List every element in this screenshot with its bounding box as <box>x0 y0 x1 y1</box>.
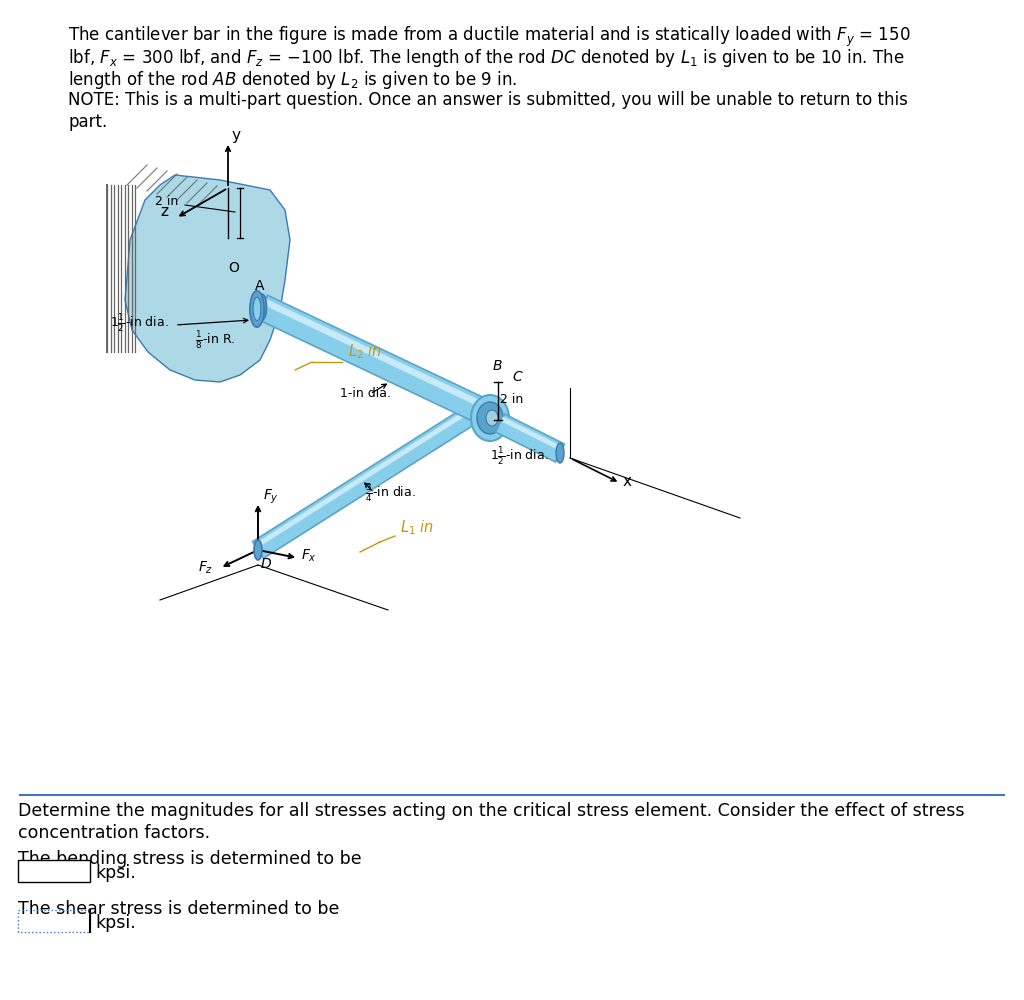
Text: NOTE: This is a multi-part question. Once an answer is submitted, you will be un: NOTE: This is a multi-part question. Onc… <box>68 91 908 109</box>
Text: kpsi.: kpsi. <box>95 864 136 882</box>
Text: $F_y$: $F_y$ <box>263 488 279 506</box>
Text: 1$\frac{1}{2}$-in dia.: 1$\frac{1}{2}$-in dia. <box>110 312 169 334</box>
Polygon shape <box>496 414 564 462</box>
Polygon shape <box>263 299 492 412</box>
Text: The bending stress is determined to be: The bending stress is determined to be <box>18 850 361 868</box>
Ellipse shape <box>471 395 509 441</box>
Polygon shape <box>256 295 494 426</box>
Ellipse shape <box>250 291 264 327</box>
Text: The cantilever bar in the figure is made from a ductile material and is statical: The cantilever bar in the figure is made… <box>68 25 910 49</box>
Text: concentration factors.: concentration factors. <box>18 824 210 842</box>
Text: $F_z$: $F_z$ <box>198 560 213 576</box>
Text: 2 in: 2 in <box>500 393 523 406</box>
Polygon shape <box>501 417 563 451</box>
Text: $L_2$ in: $L_2$ in <box>348 342 382 361</box>
Text: $F_x$: $F_x$ <box>301 548 316 564</box>
Text: D: D <box>261 557 271 571</box>
Polygon shape <box>253 400 487 558</box>
FancyBboxPatch shape <box>18 860 90 882</box>
Text: Determine the magnitudes for all stresses acting on the critical stress element.: Determine the magnitudes for all stresse… <box>18 802 965 820</box>
Text: y: y <box>231 128 240 143</box>
Text: The shear stress is determined to be: The shear stress is determined to be <box>18 900 339 918</box>
Text: lbf, $F_x$ = 300 lbf, and $F_z$ = $-$100 lbf. The length of the rod $DC$ denoted: lbf, $F_x$ = 300 lbf, and $F_z$ = $-$100… <box>68 47 904 69</box>
Ellipse shape <box>254 540 262 560</box>
Ellipse shape <box>253 297 261 321</box>
Text: C: C <box>512 370 522 384</box>
Ellipse shape <box>477 402 503 434</box>
Text: x: x <box>623 474 632 489</box>
Polygon shape <box>254 402 481 548</box>
Text: length of the rod $AB$ denoted by $L_2$ is given to be 9 in.: length of the rod $AB$ denoted by $L_2$ … <box>68 69 517 91</box>
Ellipse shape <box>257 294 266 320</box>
Text: $L_1$ in: $L_1$ in <box>400 518 434 537</box>
Text: A: A <box>255 279 264 293</box>
Ellipse shape <box>556 443 564 463</box>
Text: z: z <box>160 204 168 219</box>
Text: $\frac{1}{8}$-in R.: $\frac{1}{8}$-in R. <box>195 329 236 351</box>
Text: kpsi.: kpsi. <box>95 914 136 932</box>
Text: B: B <box>493 359 503 373</box>
Text: 1-in dia.: 1-in dia. <box>340 387 391 400</box>
Text: 2 in: 2 in <box>155 195 178 208</box>
Polygon shape <box>125 175 290 382</box>
Text: $\frac{3}{4}$-in dia.: $\frac{3}{4}$-in dia. <box>365 482 416 504</box>
Text: O: O <box>228 261 239 275</box>
Text: 1$\frac{1}{2}$-in dia.: 1$\frac{1}{2}$-in dia. <box>490 445 549 467</box>
Text: part.: part. <box>68 113 108 131</box>
Ellipse shape <box>486 410 498 426</box>
